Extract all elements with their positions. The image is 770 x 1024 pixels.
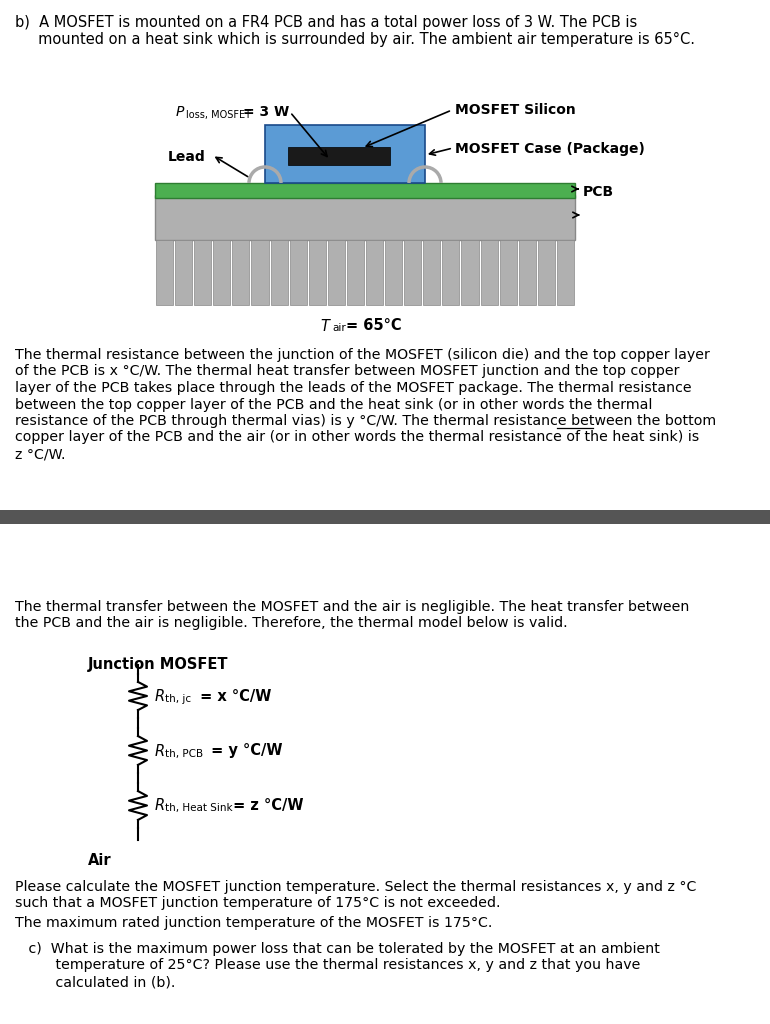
Text: th, Heat Sink: th, Heat Sink <box>165 804 233 813</box>
Text: Air: Air <box>88 853 112 868</box>
Bar <box>500 240 517 305</box>
Bar <box>309 240 326 305</box>
Text: th, jc: th, jc <box>165 694 191 705</box>
Text: temperature of 25°C? Please use the thermal resistances x, y and z that you have: temperature of 25°C? Please use the ther… <box>15 958 641 973</box>
Text: calculated in (b).: calculated in (b). <box>15 975 176 989</box>
Text: loss, MOSFET: loss, MOSFET <box>186 110 251 120</box>
Text: = 65°C: = 65°C <box>346 318 402 333</box>
Text: = x °C/W: = x °C/W <box>195 688 271 703</box>
Text: the PCB and the air is negligible. Therefore, the thermal model below is valid.: the PCB and the air is negligible. There… <box>15 616 567 631</box>
Text: of the PCB is x °C/W. The thermal heat transfer between MOSFET junction and the : of the PCB is x °C/W. The thermal heat t… <box>15 365 679 379</box>
Text: $R$: $R$ <box>154 742 165 759</box>
Text: resistance of the PCB through thermal vias) is y °C/W. The thermal resistance be: resistance of the PCB through thermal vi… <box>15 414 716 428</box>
Bar <box>194 240 211 305</box>
Bar <box>0 510 770 524</box>
Text: = 3 W: = 3 W <box>243 105 290 119</box>
Text: $T$: $T$ <box>320 318 332 334</box>
Text: mounted on a heat sink which is surrounded by air. The ambient air temperature i: mounted on a heat sink which is surround… <box>15 32 695 47</box>
Bar <box>252 240 269 305</box>
Bar <box>155 183 575 198</box>
Bar <box>424 240 440 305</box>
Text: PCB: PCB <box>583 185 614 199</box>
Bar <box>557 240 574 305</box>
Bar <box>288 147 390 165</box>
Text: MOSFET Silicon: MOSFET Silicon <box>455 103 576 117</box>
Bar <box>328 240 345 305</box>
Text: z °C/W.: z °C/W. <box>15 447 65 461</box>
Bar <box>265 125 425 183</box>
Bar <box>347 240 364 305</box>
Text: air: air <box>332 323 346 333</box>
Text: $R$: $R$ <box>154 688 165 705</box>
Bar <box>519 240 536 305</box>
Text: The thermal resistance between the junction of the MOSFET (silicon die) and the : The thermal resistance between the junct… <box>15 348 710 362</box>
Bar <box>480 240 497 305</box>
Text: = z °C/W: = z °C/W <box>228 798 303 813</box>
Text: = y °C/W: = y °C/W <box>206 743 283 758</box>
Text: The maximum rated junction temperature of the MOSFET is 175°C.: The maximum rated junction temperature o… <box>15 916 492 930</box>
Text: b)  A MOSFET is mounted on a FR4 PCB and has a total power loss of 3 W. The PCB : b) A MOSFET is mounted on a FR4 PCB and … <box>15 15 638 30</box>
Bar <box>366 240 383 305</box>
Bar <box>233 240 249 305</box>
Text: such that a MOSFET junction temperature of 175°C is not exceeded.: such that a MOSFET junction temperature … <box>15 896 500 910</box>
Bar <box>385 240 402 305</box>
Bar <box>155 195 575 240</box>
Bar <box>175 240 192 305</box>
Text: Junction MOSFET: Junction MOSFET <box>88 657 229 672</box>
Text: Please calculate the MOSFET junction temperature. Select the thermal resistances: Please calculate the MOSFET junction tem… <box>15 880 696 894</box>
Text: Lead: Lead <box>168 150 206 164</box>
Bar <box>290 240 306 305</box>
Bar <box>404 240 421 305</box>
Bar <box>461 240 478 305</box>
Text: MOSFET Case (Package): MOSFET Case (Package) <box>455 142 645 156</box>
Text: th, PCB: th, PCB <box>165 749 203 759</box>
Bar <box>442 240 460 305</box>
Text: c)  What is the maximum power loss that can be tolerated by the MOSFET at an amb: c) What is the maximum power loss that c… <box>15 942 660 956</box>
Text: copper layer of the PCB and the air (or in other words the thermal resistance of: copper layer of the PCB and the air (or … <box>15 430 699 444</box>
Bar <box>537 240 555 305</box>
Text: layer of the PCB takes place through the leads of the MOSFET package. The therma: layer of the PCB takes place through the… <box>15 381 691 395</box>
Text: The thermal transfer between the MOSFET and the air is negligible. The heat tran: The thermal transfer between the MOSFET … <box>15 600 689 614</box>
Text: $R$: $R$ <box>154 798 165 813</box>
Bar <box>213 240 230 305</box>
Bar <box>270 240 288 305</box>
Bar <box>156 240 173 305</box>
Text: between the top copper layer of the PCB and the heat sink (or in other words the: between the top copper layer of the PCB … <box>15 397 652 412</box>
Text: $P$: $P$ <box>175 105 186 119</box>
